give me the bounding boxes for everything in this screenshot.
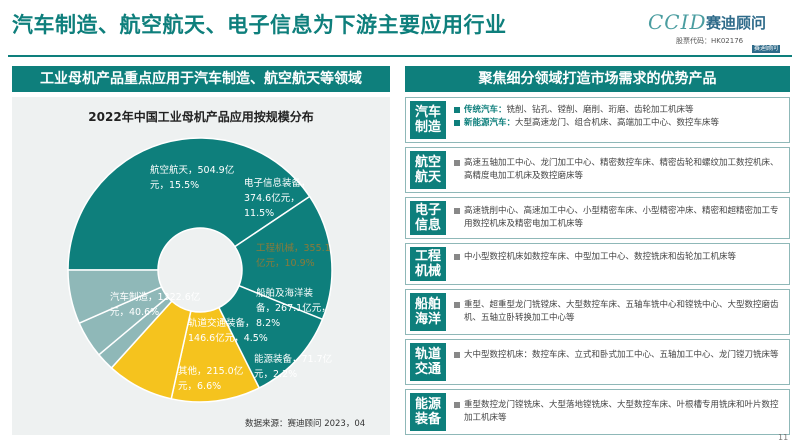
bullet-icon [454,120,460,126]
row-item: 高速铣削中心、高速加工中心、小型精密车床、小型精密冲床、精密和超精密加工专用数控… [454,205,783,231]
bullet-icon [454,160,460,166]
row-category-label: 工程机械 [410,247,446,281]
row-body: 大中型数控机床：数控车床、立式和卧式加工中心、五轴加工中心、龙门镗刀铣床等 [454,349,783,362]
row-body: 高速铣削中心、高速加工中心、小型精密车床、小型精密冲床、精密和超精密加工专用数控… [454,205,783,231]
left-section-header: 工业母机产品重点应用于汽车制造、航空航天等领域 [12,66,390,92]
ccid-logo: CCID 赛迪顾问 股票代码：HK02176 赛迪顾问 [648,10,788,53]
row-item-text: 中小型数控机床如数控车床、中型加工中心、数控铣床和齿轮加工机床等 [464,252,737,262]
bullet-icon [454,402,460,408]
row-item-text: 重型数控龙门镗铣床、大型落地镗铣床、大型数控车床、叶根槽专用铣床和叶片数控加工机… [464,400,779,423]
bullet-icon [454,254,460,260]
row-body: 中小型数控机床如数控车床、中型加工中心、数控铣床和齿轮加工机床等 [454,251,783,264]
data-source: 数据来源：赛迪顾问 2023，04 [245,419,366,429]
row-item: 中小型数控机床如数控车床、中型加工中心、数控铣床和齿轮加工机床等 [454,251,783,264]
chart-title: 2022年中国工业母机产品应用按规模分布 [88,110,314,124]
bullet-icon [454,302,460,308]
row-body: 传统汽车：铣削、钻孔、镗削、磨削、珩磨、齿轮加工机床等 新能源汽车：大型高速龙门、… [454,104,783,130]
row-item: 大中型数控机床：数控车床、立式和卧式加工中心、五轴加工中心、龙门镗刀铣床等 [454,349,783,362]
row-item-text: 铣削、钻孔、镗削、磨削、珩磨、齿轮加工机床等 [506,105,694,115]
application-row: 工程机械 中小型数控机床如数控车床、中型加工中心、数控铣床和齿轮加工机床等 [405,243,790,285]
logo-mark: CCID [648,10,707,34]
row-body: 重型、超重型龙门铣镗床、大型数控车床、五轴车铣中心和镗铣中心、大型数控磨齿机、五… [454,299,783,325]
row-item: 新能源汽车：大型高速龙门、组合机床、高端加工中心、数控车床等 [454,117,783,130]
application-row: 船舶海洋 重型、超重型龙门铣镗床、大型数控车床、五轴车铣中心和镗铣中心、大型数控磨… [405,289,790,335]
row-item-text: 高速铣削中心、高速加工中心、小型精密车床、小型精密冲床、精密和超精密加工专用数控… [464,206,779,229]
row-category-label: 轨道交通 [410,343,446,381]
row-item-text: 重型、超重型龙门铣镗床、大型数控车床、五轴车铣中心和镗铣中心、大型数控磨齿机、五… [464,300,779,323]
row-category-label: 电子信息 [410,201,446,235]
application-row: 汽车制造 传统汽车：铣削、钻孔、镗削、磨削、珩磨、齿轮加工机床等 新能源汽车：大型高… [405,97,790,143]
row-item-text: 大中型数控机床：数控车床、立式和卧式加工中心、五轴加工中心、龙门镗刀铣床等 [464,350,779,360]
row-item: 传统汽车：铣削、钻孔、镗削、磨削、珩磨、齿轮加工机床等 [454,104,783,117]
row-body: 高速五轴加工中心、龙门加工中心、精密数控车床、精密齿轮和螺纹加工数控机床、高精度… [454,157,783,183]
bullet-icon [454,352,460,358]
row-item: 高速五轴加工中心、龙门加工中心、精密数控车床、精密齿轮和螺纹加工数控机床、高精度… [454,157,783,183]
row-item: 重型、超重型龙门铣镗床、大型数控车床、五轴车铣中心和镗铣中心、大型数控磨齿机、五… [454,299,783,325]
row-item-heading: 新能源汽车： [464,118,516,128]
row-category-label: 汽车制造 [410,101,446,139]
bullet-icon [454,107,460,113]
title-divider [8,55,792,57]
row-category-label: 航空航天 [410,151,446,189]
application-row: 轨道交通 大中型数控机床：数控车床、立式和卧式加工中心、五轴加工中心、龙门镗刀铣床… [405,339,790,385]
row-item-text: 高速五轴加工中心、龙门加工中心、精密数控车床、精密齿轮和螺纹加工数控机床、高精度… [464,158,779,181]
row-category-label: 能源装备 [410,393,446,431]
application-row: 电子信息 高速铣削中心、高速加工中心、小型精密车床、小型精密冲床、精密和超精密加工… [405,197,790,239]
bullet-icon [454,208,460,214]
row-item-text: 大型高速龙门、组合机床、高端加工中心、数控车床等 [515,118,720,128]
page-title: 汽车制造、航空航天、电子信息为下游主要应用行业 [12,13,507,37]
page-number: 11 [778,433,789,442]
logo-subtag: 赛迪顾问 [752,45,781,53]
row-item: 重型数控龙门镗铣床、大型落地镗铣床、大型数控车床、叶根槽专用铣床和叶片数控加工机… [454,399,783,425]
row-body: 重型数控龙门镗铣床、大型落地镗铣床、大型数控车床、叶根槽专用铣床和叶片数控加工机… [454,399,783,425]
chart-panel [12,97,390,435]
right-section-header: 聚焦细分领域打造市场需求的优势产品 [405,66,790,92]
application-row: 能源装备 重型数控龙门镗铣床、大型落地镗铣床、大型数控车床、叶根槽专用铣床和叶片数… [405,389,790,435]
row-item-heading: 传统汽车： [464,105,507,115]
stock-code: 股票代码：HK02176 [676,37,744,45]
application-row: 航空航天 高速五轴加工中心、龙门加工中心、精密数控车床、精密齿轮和螺纹加工数控机床… [405,147,790,193]
row-category-label: 船舶海洋 [410,293,446,331]
logo-name: 赛迪顾问 [706,14,767,32]
